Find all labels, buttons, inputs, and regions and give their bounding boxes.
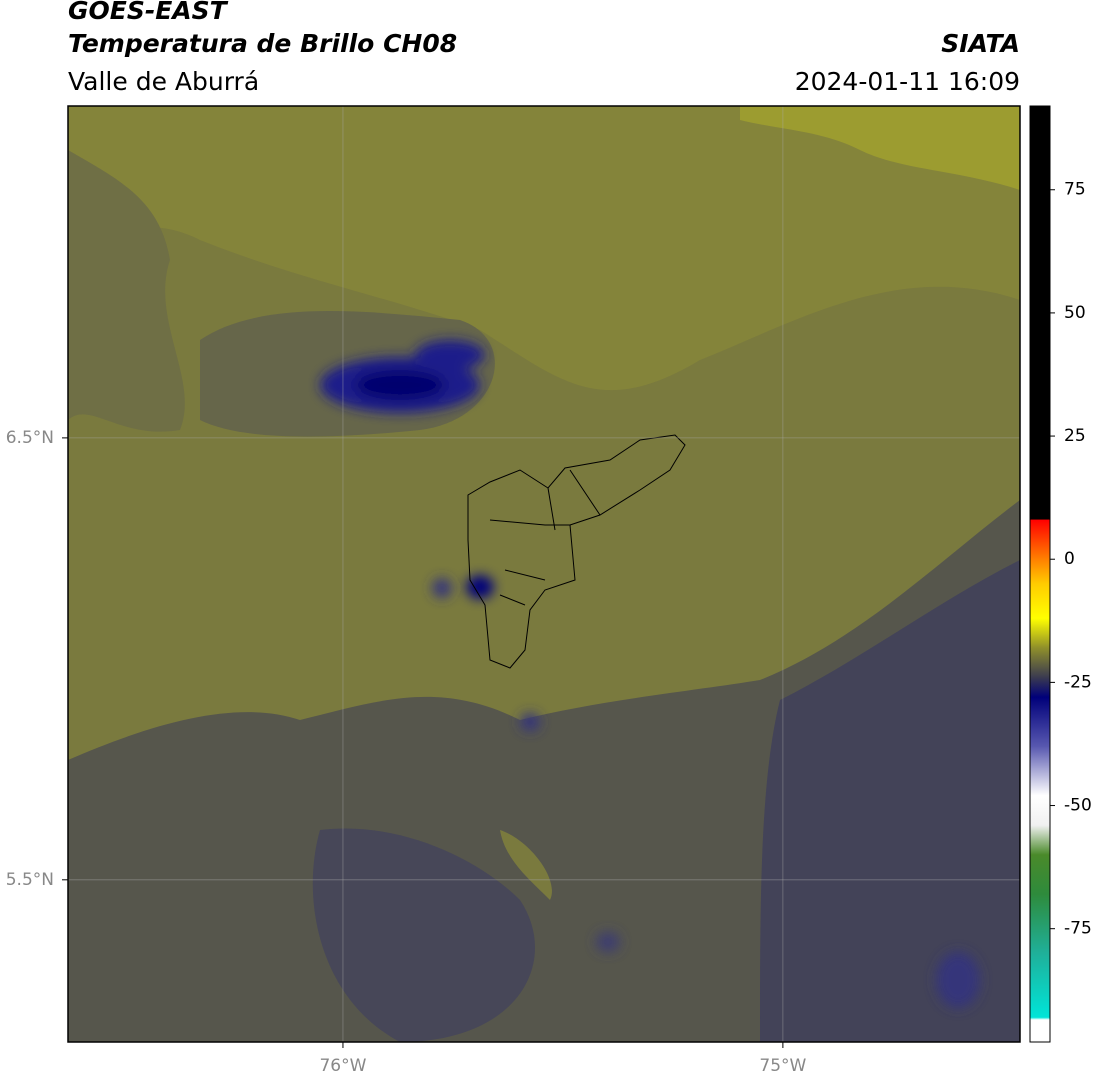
lat-tick-label: 5.5°N <box>6 870 54 890</box>
title: GOES-EAST <box>68 0 229 25</box>
region: Valle de Aburrá <box>68 67 259 96</box>
colorbar-tick-label: -25 <box>1064 672 1092 692</box>
colorbar <box>1029 105 1051 1043</box>
lon-tick-label: 76°W <box>319 1056 366 1076</box>
colorbar-tick-label: 75 <box>1064 180 1086 200</box>
lat-tick-label: 6.5°N <box>6 428 54 448</box>
colorbar-tick-label: 50 <box>1064 303 1086 323</box>
source: SIATA <box>941 29 1020 58</box>
colorbar-tick-label: -75 <box>1064 919 1092 939</box>
lon-tick-label: 75°W <box>759 1056 806 1076</box>
map-frame <box>67 105 1021 1043</box>
datetime: 2024-01-11 16:09 <box>795 67 1020 96</box>
colorbar-tick-label: 0 <box>1064 549 1075 569</box>
colorbar-tick-label: -50 <box>1064 796 1092 816</box>
map-image <box>68 106 1020 1042</box>
subtitle: Temperatura de Brillo CH08 <box>68 29 457 58</box>
colorbar-tick-label: 25 <box>1064 426 1086 446</box>
